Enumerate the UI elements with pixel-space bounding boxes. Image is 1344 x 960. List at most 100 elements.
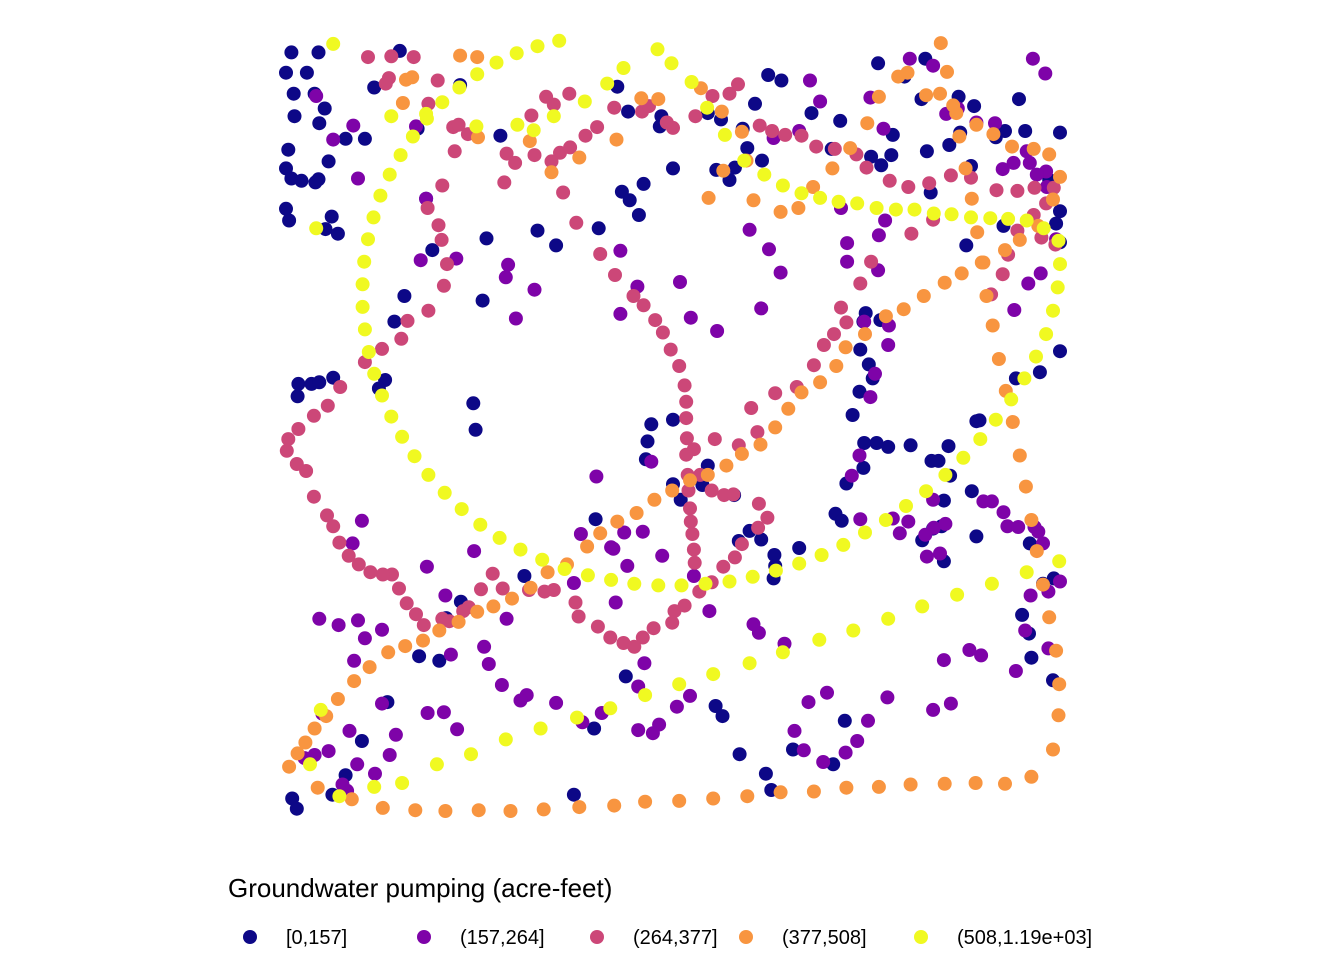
data-point-class-4-0 xyxy=(326,36,341,51)
data-point-class-3-5 xyxy=(471,130,485,145)
data-point-class-0-8 xyxy=(287,109,302,124)
data-point-class-1-29 xyxy=(926,58,941,73)
data-point-class-0-85 xyxy=(387,314,402,329)
data-point-class-4-33 xyxy=(1053,257,1067,272)
data-point-class-2-108 xyxy=(375,567,390,582)
data-point-class-3-14 xyxy=(734,124,749,139)
data-point-class-2-145 xyxy=(648,313,663,328)
data-point-class-1-72 xyxy=(996,505,1011,520)
data-point-class-1-60 xyxy=(853,512,868,527)
data-point-class-0-54 xyxy=(919,144,934,159)
data-point-class-2-97 xyxy=(485,566,500,581)
data-point-class-2-28 xyxy=(731,77,745,92)
data-point-class-3-124 xyxy=(964,191,979,206)
data-point-class-1-36 xyxy=(1006,155,1021,170)
data-point-class-1-25 xyxy=(803,73,817,88)
data-point-class-1-131 xyxy=(321,744,336,759)
data-point-class-3-73 xyxy=(416,633,430,648)
data-point-class-3-92 xyxy=(572,800,587,815)
data-point-class-2-52 xyxy=(995,267,1010,282)
data-point-class-2-43 xyxy=(1010,183,1025,198)
data-point-class-0-47 xyxy=(871,56,886,71)
data-point-class-4-66 xyxy=(437,485,452,500)
data-point-class-4-14 xyxy=(717,127,732,142)
data-point-class-3-46 xyxy=(878,309,893,324)
data-point-class-4-7 xyxy=(577,94,592,109)
data-point-class-3-74 xyxy=(398,639,413,654)
data-point-class-0-130 xyxy=(941,439,956,454)
data-point-class-2-33 xyxy=(809,139,824,154)
data-point-class-3-71 xyxy=(451,614,466,629)
data-point-class-3-105 xyxy=(998,776,1012,791)
data-point-class-4-95 xyxy=(332,789,347,804)
data-point-class-2-133 xyxy=(420,201,435,215)
data-point-class-1-89 xyxy=(880,690,895,705)
data-point-class-3-120 xyxy=(985,318,1000,333)
data-point-class-0-11 xyxy=(338,131,353,146)
data-point-class-3-101 xyxy=(871,779,886,794)
data-point-class-1-67 xyxy=(933,546,947,561)
data-point-class-4-98 xyxy=(429,757,444,772)
data-point-class-3-60 xyxy=(647,492,662,507)
data-point-class-1-52 xyxy=(840,254,855,269)
data-point-class-2-111 xyxy=(341,548,356,563)
data-point-class-2-34 xyxy=(827,141,842,156)
data-point-class-1-66 xyxy=(918,527,933,542)
data-point-class-0-52 xyxy=(884,148,899,163)
data-point-class-1-88 xyxy=(926,702,941,717)
data-point-class-0-5 xyxy=(286,86,301,101)
data-point-class-1-109 xyxy=(637,656,652,671)
data-point-class-2-85 xyxy=(646,621,661,636)
data-point-class-1-17 xyxy=(710,324,725,338)
data-point-class-0-78 xyxy=(631,208,646,222)
data-point-class-0-80 xyxy=(549,238,564,253)
data-point-class-2-94 xyxy=(537,584,552,599)
data-point-class-0-3 xyxy=(299,65,314,80)
data-point-class-4-65 xyxy=(454,502,469,517)
data-point-class-4-46 xyxy=(878,513,893,527)
data-point-class-4-39 xyxy=(1004,392,1019,407)
data-point-class-2-159 xyxy=(686,542,701,557)
data-point-class-0-7 xyxy=(317,101,332,116)
data-point-class-3-121 xyxy=(979,289,994,303)
data-point-class-1-115 xyxy=(631,723,646,738)
data-point-class-0-64 xyxy=(1053,125,1067,140)
data-point-class-4-84 xyxy=(419,111,434,126)
data-point-class-1-65 xyxy=(938,516,953,531)
data-point-class-2-5 xyxy=(430,73,445,88)
data-point-class-0-62 xyxy=(1012,92,1026,107)
data-point-class-2-1 xyxy=(384,49,399,64)
legend-entries: [0,157] (157,264] (264,377] (377,508] (508,1… xyxy=(243,927,1092,949)
data-point-class-1-103 xyxy=(655,548,670,563)
data-point-class-1-92 xyxy=(838,745,853,760)
data-point-class-2-127 xyxy=(400,313,415,328)
data-point-class-2-91 xyxy=(571,609,586,624)
data-point-class-3-21 xyxy=(806,180,821,194)
points-layer xyxy=(279,33,1067,818)
data-point-class-0-164 xyxy=(566,787,581,802)
data-point-class-3-76 xyxy=(362,660,377,675)
data-point-class-3-57 xyxy=(700,467,715,482)
data-point-class-4-99 xyxy=(464,747,478,762)
data-point-class-1-93 xyxy=(816,755,831,769)
data-point-class-2-119 xyxy=(281,432,296,447)
data-point-class-1-153 xyxy=(617,525,632,540)
data-point-class-1-94 xyxy=(796,743,811,758)
data-point-class-4-49 xyxy=(814,548,829,562)
data-point-class-3-51 xyxy=(794,385,809,400)
data-point-class-3-126 xyxy=(952,129,967,144)
data-point-class-4-44 xyxy=(919,484,934,499)
data-point-class-4-35 xyxy=(1046,303,1060,318)
legend-key-2 xyxy=(590,930,604,944)
data-point-class-0-93 xyxy=(466,396,481,411)
data-point-class-3-82 xyxy=(290,746,305,761)
data-point-class-3-63 xyxy=(593,526,608,541)
data-point-class-1-138 xyxy=(357,631,372,646)
data-point-class-3-108 xyxy=(1051,708,1066,723)
data-point-class-3-22 xyxy=(825,161,840,176)
data-point-class-1-145 xyxy=(419,559,434,574)
data-point-class-2-115 xyxy=(306,489,321,504)
legend-key-3 xyxy=(739,930,753,944)
data-point-class-4-18 xyxy=(794,186,809,201)
data-point-class-0-107 xyxy=(754,532,769,547)
